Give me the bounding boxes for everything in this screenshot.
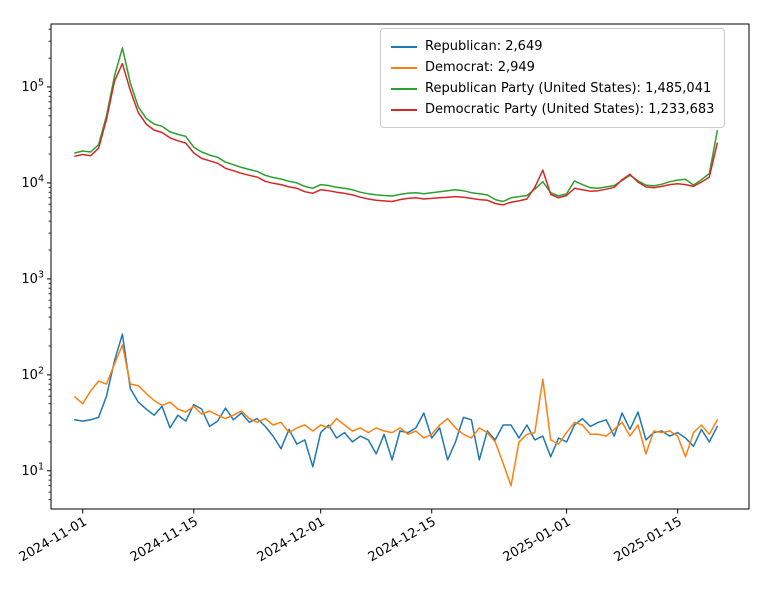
legend-item: Republican: 2,649 [391,36,714,57]
x-tick-label: 2024-12-15 [366,514,439,565]
legend-line-swatch [391,87,417,90]
series-line-democratic-party-united-states [74,62,719,206]
legend-item: Republican Party (United States): 1,485,… [391,78,714,99]
x-tick-label: 2025-01-15 [612,514,685,565]
legend-label: Democrat: 2,949 [425,60,535,75]
x-tick-label: 2025-01-01 [501,514,574,565]
x-tick-label: 2024-11-15 [128,514,201,565]
legend-label: Republican Party (United States): 1,485,… [425,81,712,96]
series-line-democrat [74,344,719,487]
legend-item: Democrat: 2,949 [391,57,714,78]
legend-label: Republican: 2,649 [425,39,543,54]
x-tick-label: 2024-12-01 [255,514,328,565]
y-tick-label: 102 [21,365,44,383]
y-tick-label: 105 [21,77,44,95]
legend-item: Democratic Party (United States): 1,233,… [391,99,714,120]
legend-line-swatch [391,108,417,111]
y-tick-label: 103 [21,269,44,287]
x-tick-label: 2024-11-01 [17,514,90,565]
y-tick-label: 104 [21,173,44,191]
legend-line-swatch [391,45,417,48]
y-tick-label: 101 [21,461,44,479]
series-line-republican-party-united-states [74,47,719,203]
legend-line-swatch [391,66,417,69]
legend-label: Democratic Party (United States): 1,233,… [425,102,715,117]
legend: Republican: 2,649 Democrat: 2,949 Republ… [380,28,726,128]
plot-border [50,23,750,510]
series-line-republican [74,333,719,468]
